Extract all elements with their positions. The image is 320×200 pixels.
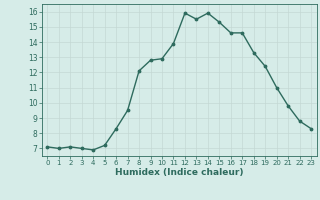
X-axis label: Humidex (Indice chaleur): Humidex (Indice chaleur) <box>115 168 244 177</box>
